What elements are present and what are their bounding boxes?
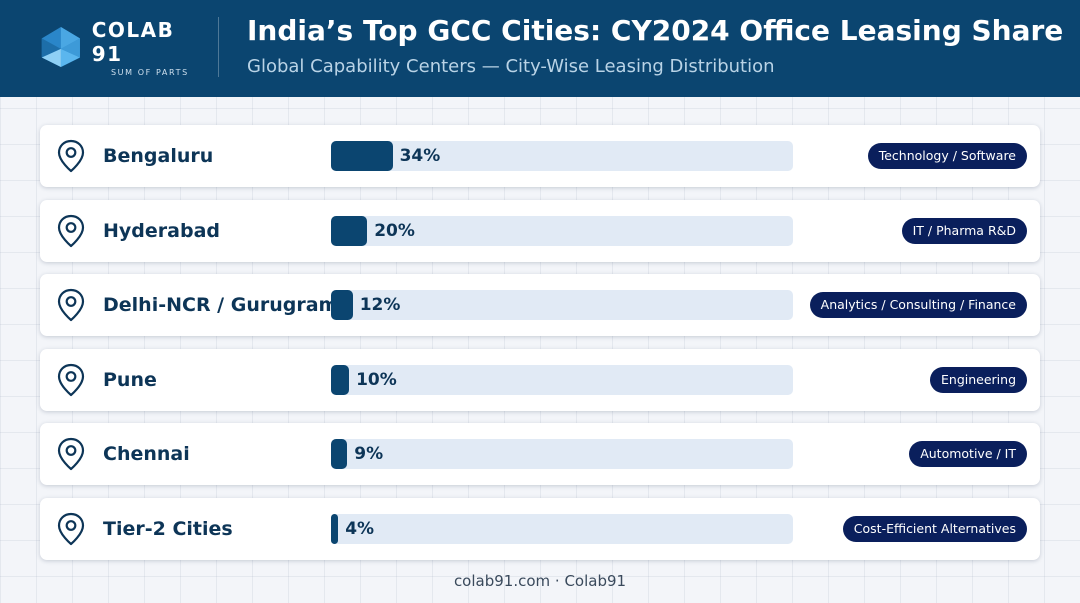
bar-fill bbox=[331, 215, 368, 246]
city-name: Bengaluru bbox=[103, 145, 214, 167]
logo-text: COLAB 91 SUM OF PARTS bbox=[92, 18, 208, 77]
value-label: 12% bbox=[359, 295, 401, 316]
logo-name: COLAB 91 bbox=[91, 17, 175, 66]
bar-track: 12% bbox=[331, 290, 793, 321]
map-pin-icon bbox=[56, 214, 86, 248]
city-row: Chennai 9% Automotive / IT bbox=[40, 423, 1040, 486]
header-divider bbox=[218, 17, 219, 77]
sector-badge: Engineering bbox=[930, 366, 1027, 393]
chart-subtitle: Global Capability Centers — City-Wise Le… bbox=[247, 56, 775, 77]
sector-badge: IT / Pharma R&D bbox=[901, 217, 1027, 244]
chart-title: India’s Top GCC Cities: CY2024 Office Le… bbox=[247, 14, 1064, 47]
bar-track: 34% bbox=[331, 141, 793, 171]
bar-fill bbox=[331, 439, 348, 470]
value-label: 10% bbox=[356, 369, 397, 390]
city-row: Delhi-NCR / Gurugram 12% Analytics / Consu… bbox=[40, 274, 1040, 337]
logo-mark-icon bbox=[41, 26, 80, 68]
city-row: Hyderabad 20% IT / Pharma R&D bbox=[40, 199, 1040, 262]
bar-track: 9% bbox=[331, 439, 793, 470]
city-name: Delhi-NCR / Gurugram bbox=[103, 294, 339, 317]
city-row: Bengaluru 34% Technology / Software bbox=[40, 125, 1040, 187]
bar-track: 4% bbox=[331, 513, 793, 544]
bar-fill bbox=[331, 364, 350, 395]
city-row: Tier-2 Cities 4% Cost-Efficient Alternativ… bbox=[40, 497, 1040, 560]
city-name: Pune bbox=[103, 368, 157, 391]
sector-badge: Analytics / Consulting / Finance bbox=[809, 292, 1027, 319]
bar-track: 20% bbox=[331, 215, 793, 246]
map-pin-icon bbox=[56, 363, 86, 397]
city-name: Hyderabad bbox=[103, 219, 220, 242]
logo-tagline: SUM OF PARTS bbox=[111, 67, 189, 77]
value-label: 4% bbox=[345, 518, 375, 539]
map-pin-icon bbox=[56, 437, 86, 471]
value-label: 9% bbox=[354, 444, 384, 465]
bar-fill bbox=[331, 141, 393, 171]
value-label: 20% bbox=[374, 220, 415, 241]
map-pin-icon bbox=[56, 139, 86, 173]
header-banner: COLAB 91 SUM OF PARTS India’s Top GCC Ci… bbox=[0, 0, 1080, 97]
city-bar-list: Bengaluru 34% Technology / Software Hyderab… bbox=[40, 125, 1040, 573]
sector-badge: Automotive / IT bbox=[909, 441, 1027, 468]
brand-logo[interactable]: COLAB 91 SUM OF PARTS bbox=[38, 18, 208, 77]
sector-badge: Cost-Efficient Alternatives bbox=[842, 515, 1027, 542]
value-label: 34% bbox=[399, 146, 441, 166]
footer-credit: colab91.com · Colab91 bbox=[453, 572, 627, 590]
bar-fill bbox=[331, 290, 353, 321]
bar-fill bbox=[331, 513, 339, 544]
map-pin-icon bbox=[56, 512, 86, 546]
sector-badge: Technology / Software bbox=[867, 143, 1027, 169]
city-name: Tier-2 Cities bbox=[103, 517, 233, 540]
bar-track: 10% bbox=[331, 364, 793, 395]
city-row: Pune 10% Engineering bbox=[40, 348, 1040, 411]
map-pin-icon bbox=[56, 288, 86, 322]
city-name: Chennai bbox=[103, 443, 190, 466]
